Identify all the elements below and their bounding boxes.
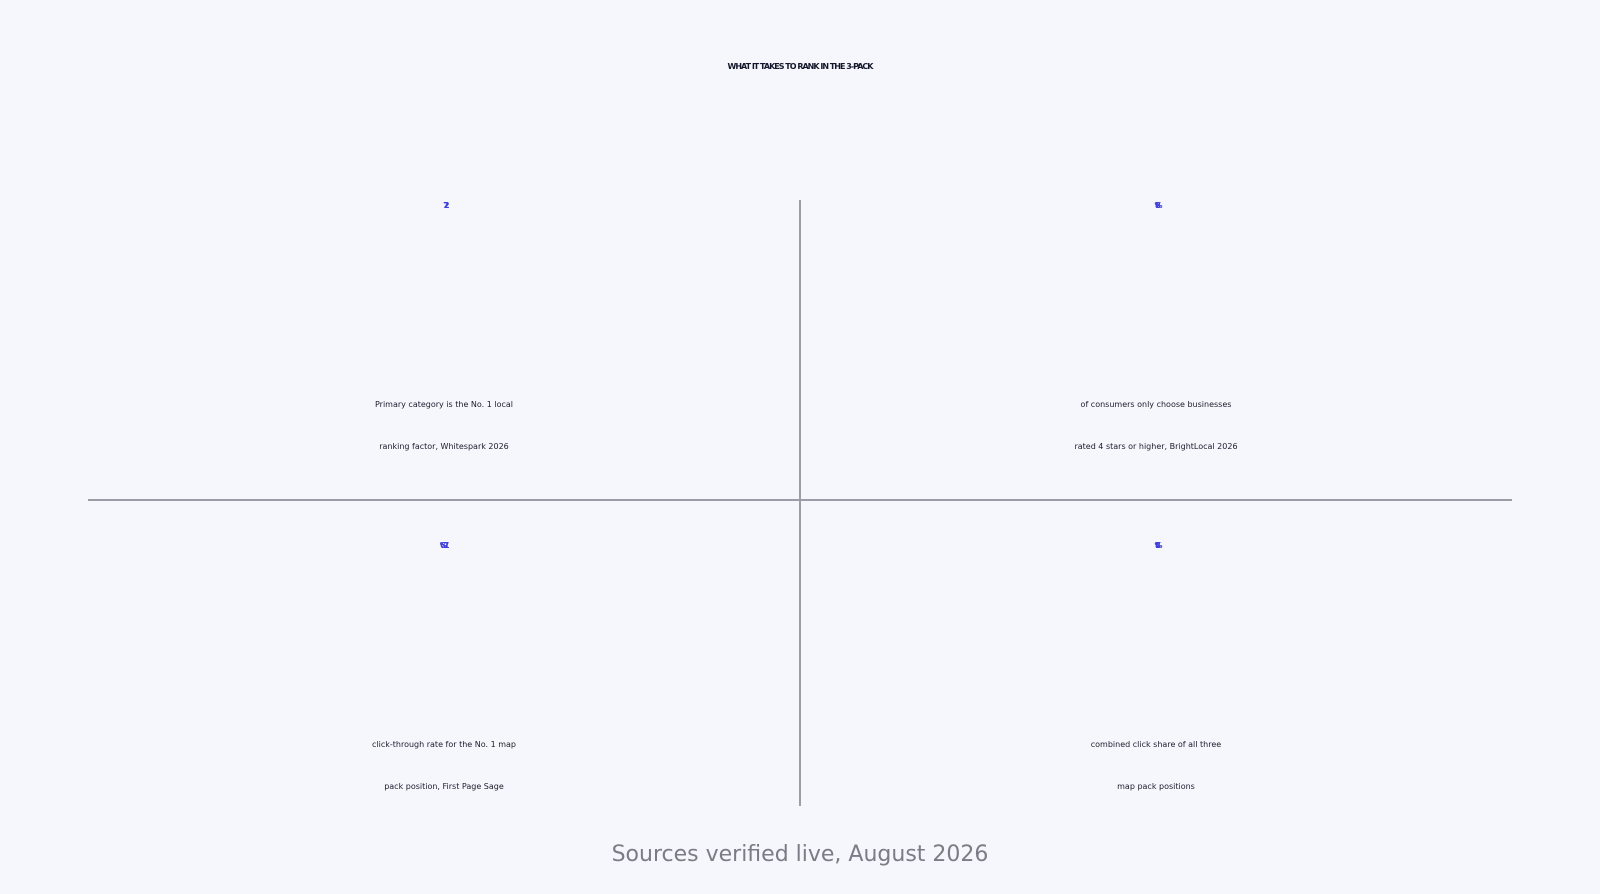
stat-description: Primary category is the No. 1 local rank…	[88, 384, 800, 468]
stat-description-line: Primary category is the No. 1 local	[374, 400, 514, 409]
stat-value: 68%	[1155, 201, 1162, 210]
stat-description: click-through rate for the No. 1 map pac…	[88, 724, 800, 808]
page-title: WHAT IT TAKES TO RANK IN THE 3-PACK	[727, 62, 874, 71]
stat-value: 17.6%	[88, 530, 800, 722]
stat-description-line: combined click share of all three	[1090, 740, 1222, 749]
stat-card-top-right: 68% of consumers only choose businesses …	[800, 190, 1512, 468]
stat-value: 48%	[1155, 541, 1162, 550]
stat-description-line: map pack positions	[1117, 782, 1195, 791]
stat-description: combined click share of all three map pa…	[800, 724, 1512, 808]
stat-description-line: of consumers only choose businesses	[1080, 400, 1232, 409]
stat-description-line: ranking factor, Whitespark 2026	[379, 442, 509, 451]
stat-description-line: rated 4 stars or higher, BrightLocal 202…	[1074, 442, 1238, 451]
stat-value: 227	[88, 190, 800, 382]
vertical-divider	[799, 200, 801, 806]
stat-card-bottom-left: 17.6% click-through rate for the No. 1 m…	[88, 530, 800, 808]
stat-card-bottom-right: 48% combined click share of all three ma…	[800, 530, 1512, 808]
stat-card-top-left: 227 Primary category is the No. 1 local …	[88, 190, 800, 468]
stat-description: of consumers only choose businesses rate…	[800, 384, 1512, 468]
stat-description-line: pack position, First Page Sage	[384, 782, 504, 791]
horizontal-divider	[88, 499, 1512, 501]
sources-footnote: Sources verified live, August 2026	[611, 842, 989, 867]
stat-description-line: click-through rate for the No. 1 map	[372, 740, 516, 749]
